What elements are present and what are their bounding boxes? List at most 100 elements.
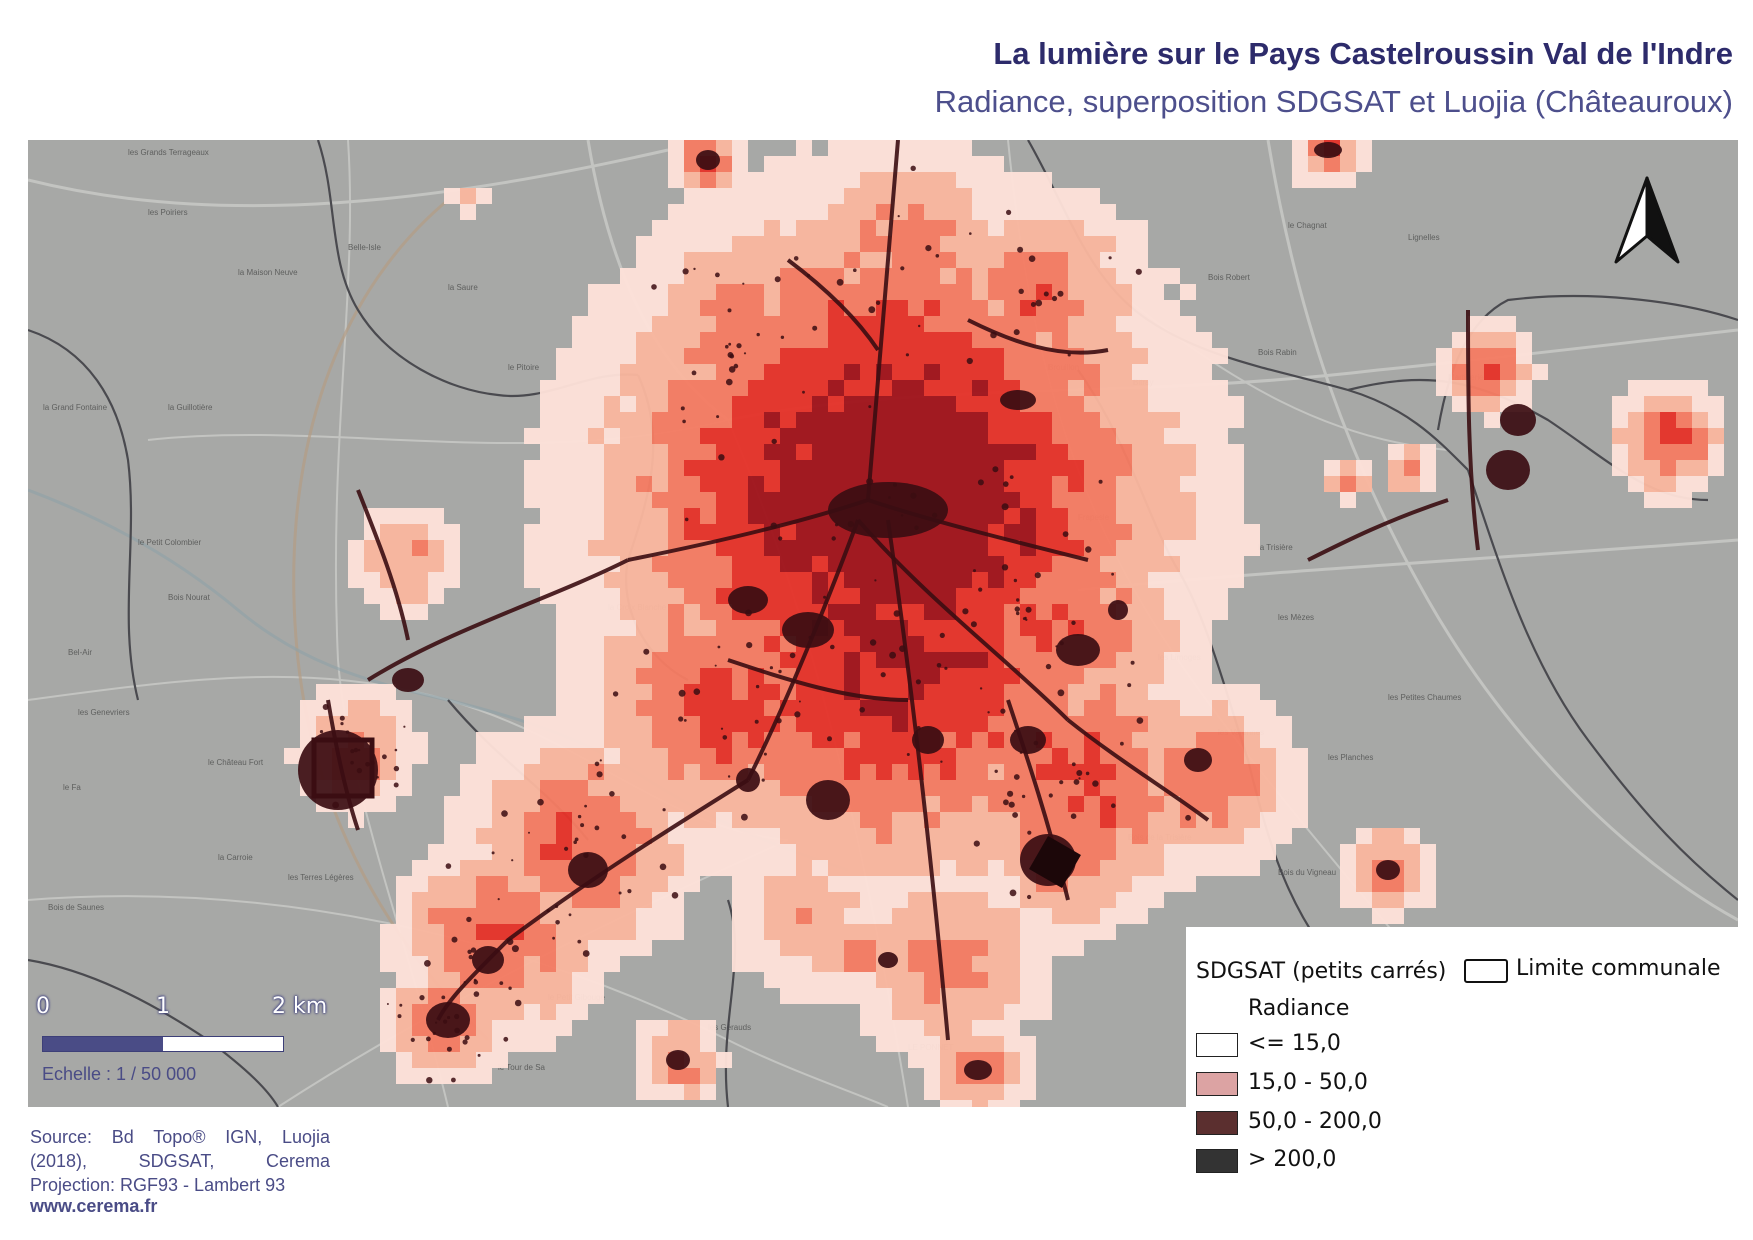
radiance-cell	[444, 940, 460, 956]
radiance-cell	[1068, 188, 1084, 204]
radiance-cell	[1260, 732, 1276, 748]
radiance-cell	[588, 476, 604, 492]
radiance-cell	[876, 924, 892, 940]
radiance-cell	[828, 876, 844, 892]
radiance-cell	[1452, 380, 1468, 396]
lit-point	[682, 268, 689, 275]
radiance-cell	[892, 540, 908, 556]
legend-class-label: 15,0 - 50,0	[1248, 1070, 1368, 1095]
radiance-cell	[524, 892, 540, 908]
radiance-cell	[380, 764, 396, 780]
radiance-cell	[876, 428, 892, 444]
radiance-cell	[1084, 892, 1100, 908]
radiance-cell	[556, 444, 572, 460]
radiance-cell	[1132, 364, 1148, 380]
radiance-cell	[716, 828, 732, 844]
radiance-cell	[476, 828, 492, 844]
radiance-cell	[908, 300, 924, 316]
radiance-cell	[716, 348, 732, 364]
radiance-cell	[924, 1036, 940, 1052]
radiance-cell	[1068, 588, 1084, 604]
radiance-cell	[444, 924, 460, 940]
radiance-cell	[908, 972, 924, 988]
radiance-cell	[1180, 492, 1196, 508]
radiance-cell	[1356, 156, 1372, 172]
radiance-cell	[796, 316, 812, 332]
radiance-cell	[1292, 780, 1308, 796]
radiance-cell	[700, 396, 716, 412]
radiance-cell	[732, 460, 748, 476]
radiance-cell	[796, 828, 812, 844]
radiance-cell	[780, 588, 796, 604]
map-frame[interactable]: les Grands Terrageaux les Poiriers la Mais…	[28, 140, 1738, 1107]
radiance-cell	[684, 860, 700, 876]
radiance-cell	[588, 748, 604, 764]
lit-point	[683, 719, 687, 722]
radiance-cell	[1036, 588, 1052, 604]
radiance-cell	[668, 572, 684, 588]
radiance-cell	[1132, 444, 1148, 460]
radiance-cell	[620, 412, 636, 428]
radiance-cell	[700, 1036, 716, 1052]
radiance-cell	[700, 716, 716, 732]
radiance-cell	[1196, 652, 1212, 668]
radiance-cell	[1068, 300, 1084, 316]
radiance-cell	[620, 764, 636, 780]
radiance-cell	[924, 204, 940, 220]
lit-point	[910, 492, 917, 499]
lit-point	[386, 1003, 389, 1005]
place-label: Bois du Vigneau	[1278, 868, 1336, 877]
radiance-cell	[876, 380, 892, 396]
radiance-cell	[588, 444, 604, 460]
radiance-cell	[748, 924, 764, 940]
radiance-cell	[988, 796, 1004, 812]
radiance-cell	[1420, 892, 1436, 908]
radiance-cell	[556, 844, 572, 860]
radiance-cell	[1036, 444, 1052, 460]
radiance-cell	[700, 1068, 716, 1084]
radiance-cell	[1116, 508, 1132, 524]
radiance-cell	[524, 780, 540, 796]
radiance-cell	[972, 284, 988, 300]
radiance-cell	[1372, 876, 1388, 892]
radiance-cell	[572, 988, 588, 1004]
radiance-cell	[1420, 460, 1436, 476]
radiance-cell	[796, 236, 812, 252]
radiance-cell	[716, 396, 732, 412]
radiance-cell	[748, 492, 764, 508]
radiance-cell	[348, 700, 364, 716]
radiance-cell	[652, 796, 668, 812]
radiance-cell	[924, 700, 940, 716]
radiance-cell	[732, 284, 748, 300]
radiance-cell	[636, 892, 652, 908]
radiance-cell	[780, 572, 796, 588]
radiance-cell	[972, 300, 988, 316]
lit-point	[827, 736, 832, 742]
radiance-cell	[796, 268, 812, 284]
radiance-cell	[860, 860, 876, 876]
lit-point	[1059, 641, 1064, 646]
radiance-cell	[1052, 604, 1068, 620]
radiance-cell	[716, 860, 732, 876]
radiance-cell	[748, 348, 764, 364]
radiance-cell	[828, 460, 844, 476]
radiance-cell	[1164, 844, 1180, 860]
radiance-cell	[540, 940, 556, 956]
radiance-cell	[748, 396, 764, 412]
radiance-cell	[1372, 844, 1388, 860]
lit-area	[666, 1050, 690, 1070]
lit-point	[537, 798, 544, 806]
radiance-cell	[796, 972, 812, 988]
radiance-cell	[524, 796, 540, 812]
radiance-cell	[988, 972, 1004, 988]
radiance-cell	[796, 156, 812, 172]
radiance-cell	[924, 380, 940, 396]
radiance-cell	[972, 684, 988, 700]
radiance-cell	[860, 748, 876, 764]
lit-point	[714, 664, 717, 667]
radiance-cell	[1484, 348, 1500, 364]
cerema-link[interactable]: www.cerema.fr	[30, 1196, 158, 1216]
radiance-cell	[684, 508, 700, 524]
radiance-cell	[652, 396, 668, 412]
